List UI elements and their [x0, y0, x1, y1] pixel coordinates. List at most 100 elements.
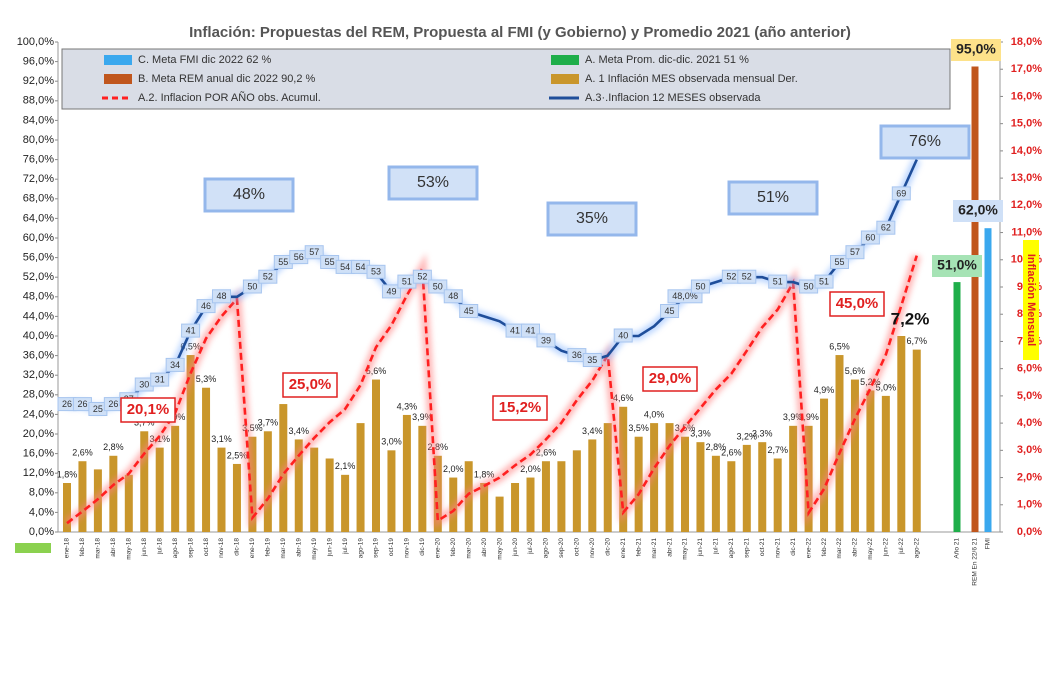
bar-label: 4,3% [397, 401, 418, 411]
bar-label: 5,3% [196, 374, 217, 384]
x-tick-label: jul-21 [713, 538, 720, 555]
y2-tick-label: 3,0% [1017, 444, 1042, 456]
x-tick-label: ene-22 [805, 538, 812, 559]
callout-box [932, 255, 982, 277]
y-tick-label: 40,0% [23, 330, 54, 342]
point-label: 40 [618, 330, 628, 340]
y2-tick-label: 13,0% [1011, 172, 1042, 184]
callout-box [546, 201, 638, 237]
bar-label: 2,0% [443, 464, 464, 474]
callout: 53% [417, 174, 449, 191]
x-tick: ene-19 [249, 538, 256, 559]
x-tick-label: nov-19 [404, 538, 411, 558]
x-tick: feb-19 [265, 538, 272, 557]
bar-label: 3,7% [258, 418, 279, 428]
legend-box [61, 48, 951, 110]
bar-label: 5,0% [876, 382, 897, 392]
x-tick-label: ene-21 [620, 538, 627, 559]
x-tick-label: mar-21 [651, 538, 658, 559]
x-tick: jun-22 [883, 538, 890, 557]
bar [634, 436, 643, 532]
y-tick-label: 88,0% [23, 95, 54, 107]
x-tick-label: oct-21 [759, 538, 766, 556]
line-glow [64, 253, 922, 530]
callout-box [829, 291, 885, 317]
x-tick: ene-22 [805, 538, 812, 559]
x-tick-label: jul-20 [527, 538, 534, 555]
x-tick-label: jun-21 [697, 538, 704, 557]
bar-label: 3,9% [798, 412, 819, 422]
point-label: 52 [726, 272, 736, 282]
point-label-box [366, 264, 386, 279]
x-tick-label: mar-18 [95, 538, 102, 559]
callout: 20,1% [127, 401, 170, 418]
bar-label: 2,6% [72, 448, 93, 458]
callout: 48% [233, 186, 265, 203]
y-tick-label: 48,0% [23, 291, 54, 303]
bar-label: 5,6% [366, 366, 387, 376]
x-tick-label: oct-19 [388, 538, 395, 556]
x-tick: jun-19 [326, 538, 333, 557]
x-tick-label: jul-22 [898, 538, 905, 555]
bar-label: 4,9% [814, 385, 835, 395]
x-tick: jun-20 [512, 538, 519, 557]
x-tick-label: sep-20 [558, 538, 565, 558]
callout: 76% [909, 133, 941, 150]
callout: 7,2% [891, 309, 930, 328]
x-tick: nov-19 [404, 538, 411, 558]
x-tick-label: sep-18 [187, 538, 194, 558]
point-label-box [181, 323, 201, 338]
x-tick: feb-22 [821, 538, 828, 557]
bar-label: 3,4% [288, 426, 309, 436]
x-tick: dic-20 [604, 538, 611, 556]
point-label: 36 [572, 350, 582, 360]
x-tick: dic-21 [790, 538, 797, 556]
point-label-box [304, 245, 324, 260]
point-label-box [165, 357, 185, 372]
callout: 25,0% [289, 376, 332, 393]
point-label: 49 [386, 286, 396, 296]
point-label-box [258, 269, 278, 284]
point-label: 30 [139, 379, 149, 389]
bar [850, 379, 859, 532]
y2-title-bg [1023, 240, 1039, 360]
x-tick-label: nov-20 [589, 538, 596, 558]
x-tick: abr-22 [852, 538, 859, 557]
x-tick-label: abr-18 [110, 538, 117, 557]
bar [727, 461, 736, 532]
bar-label: 2,8% [103, 442, 124, 452]
x-tick: feb-18 [79, 538, 86, 557]
x-tick-label: dic-20 [604, 538, 611, 556]
bar [325, 458, 334, 532]
point-label: 48,0% [672, 291, 698, 301]
x-tick: jul-21 [713, 538, 720, 555]
y2-title: Inflación Mensual [1023, 240, 1039, 360]
x-tick-label: feb-20 [450, 538, 457, 557]
bar [897, 336, 906, 532]
y2-title-text: Inflación Mensual [1025, 254, 1037, 346]
x-tick: mar-21 [651, 538, 658, 559]
bar [541, 461, 550, 532]
bar [526, 477, 535, 532]
x-tick: ago-20 [543, 538, 550, 559]
point-label-box [845, 245, 865, 260]
bar [758, 442, 767, 532]
bar [773, 458, 782, 532]
x-tick: jul-22 [898, 538, 905, 555]
y-tick-label: 24,0% [23, 408, 54, 420]
x-tick: may-19 [311, 538, 318, 560]
point-label-box [768, 274, 788, 289]
y2-tick-label: 15,0% [1011, 118, 1042, 130]
bar [78, 461, 87, 532]
bar-label: 3,1% [211, 434, 232, 444]
x-tick-label: feb-18 [79, 538, 86, 557]
x-tick-label: ene-19 [249, 538, 256, 559]
bar [480, 483, 489, 532]
point-label: 54 [340, 262, 350, 272]
x-tick-label: mar-20 [465, 538, 472, 559]
bar-label: 4,6% [613, 393, 634, 403]
point-label: 53 [371, 267, 381, 277]
bar [356, 423, 365, 532]
